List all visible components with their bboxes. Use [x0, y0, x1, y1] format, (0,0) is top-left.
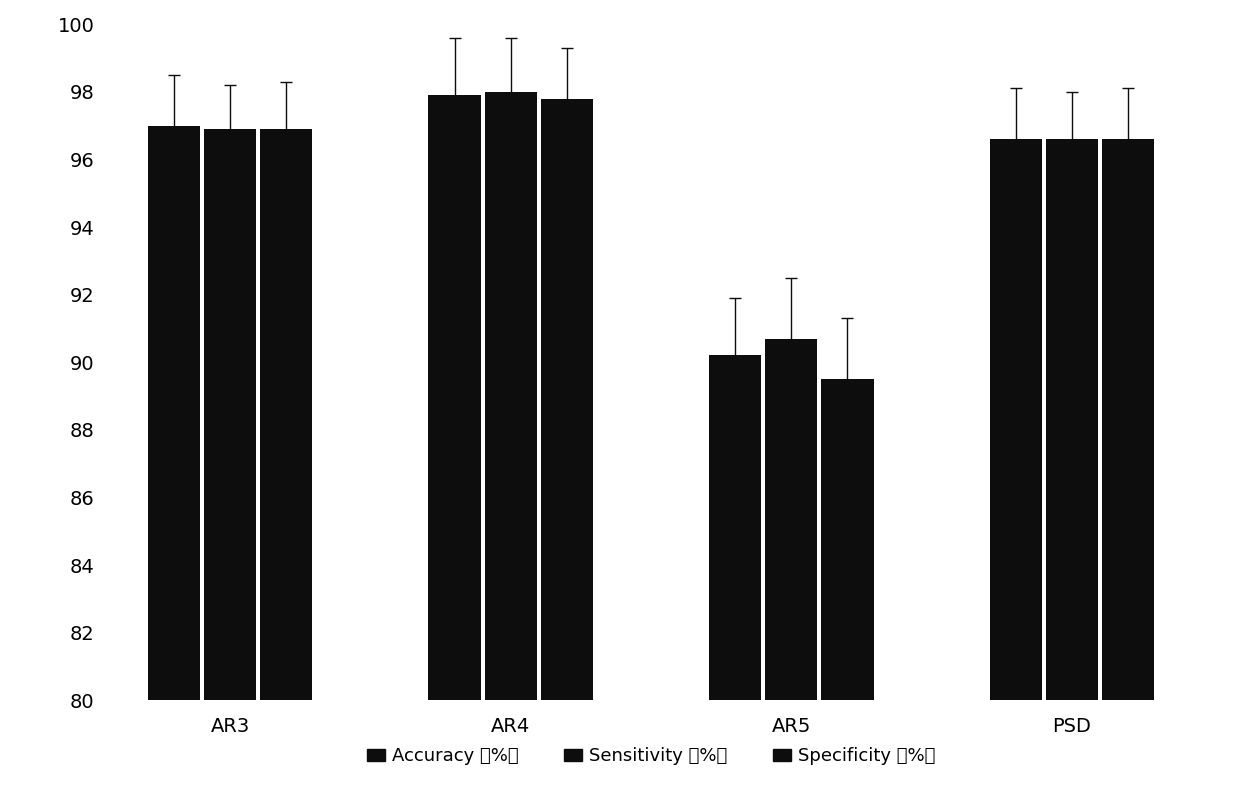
- Bar: [485, 92, 537, 700]
- Bar: [821, 379, 874, 700]
- Bar: [203, 129, 257, 700]
- Bar: [1045, 139, 1099, 700]
- Bar: [990, 139, 1042, 700]
- Bar: [428, 95, 481, 700]
- Bar: [709, 356, 761, 700]
- Bar: [1102, 139, 1154, 700]
- Legend: Accuracy （%）, Sensitivity （%）, Specificity （%）: Accuracy （%）, Sensitivity （%）, Specifici…: [360, 740, 942, 773]
- Bar: [148, 126, 200, 700]
- Bar: [541, 98, 593, 700]
- Bar: [260, 129, 312, 700]
- Bar: [765, 339, 817, 700]
